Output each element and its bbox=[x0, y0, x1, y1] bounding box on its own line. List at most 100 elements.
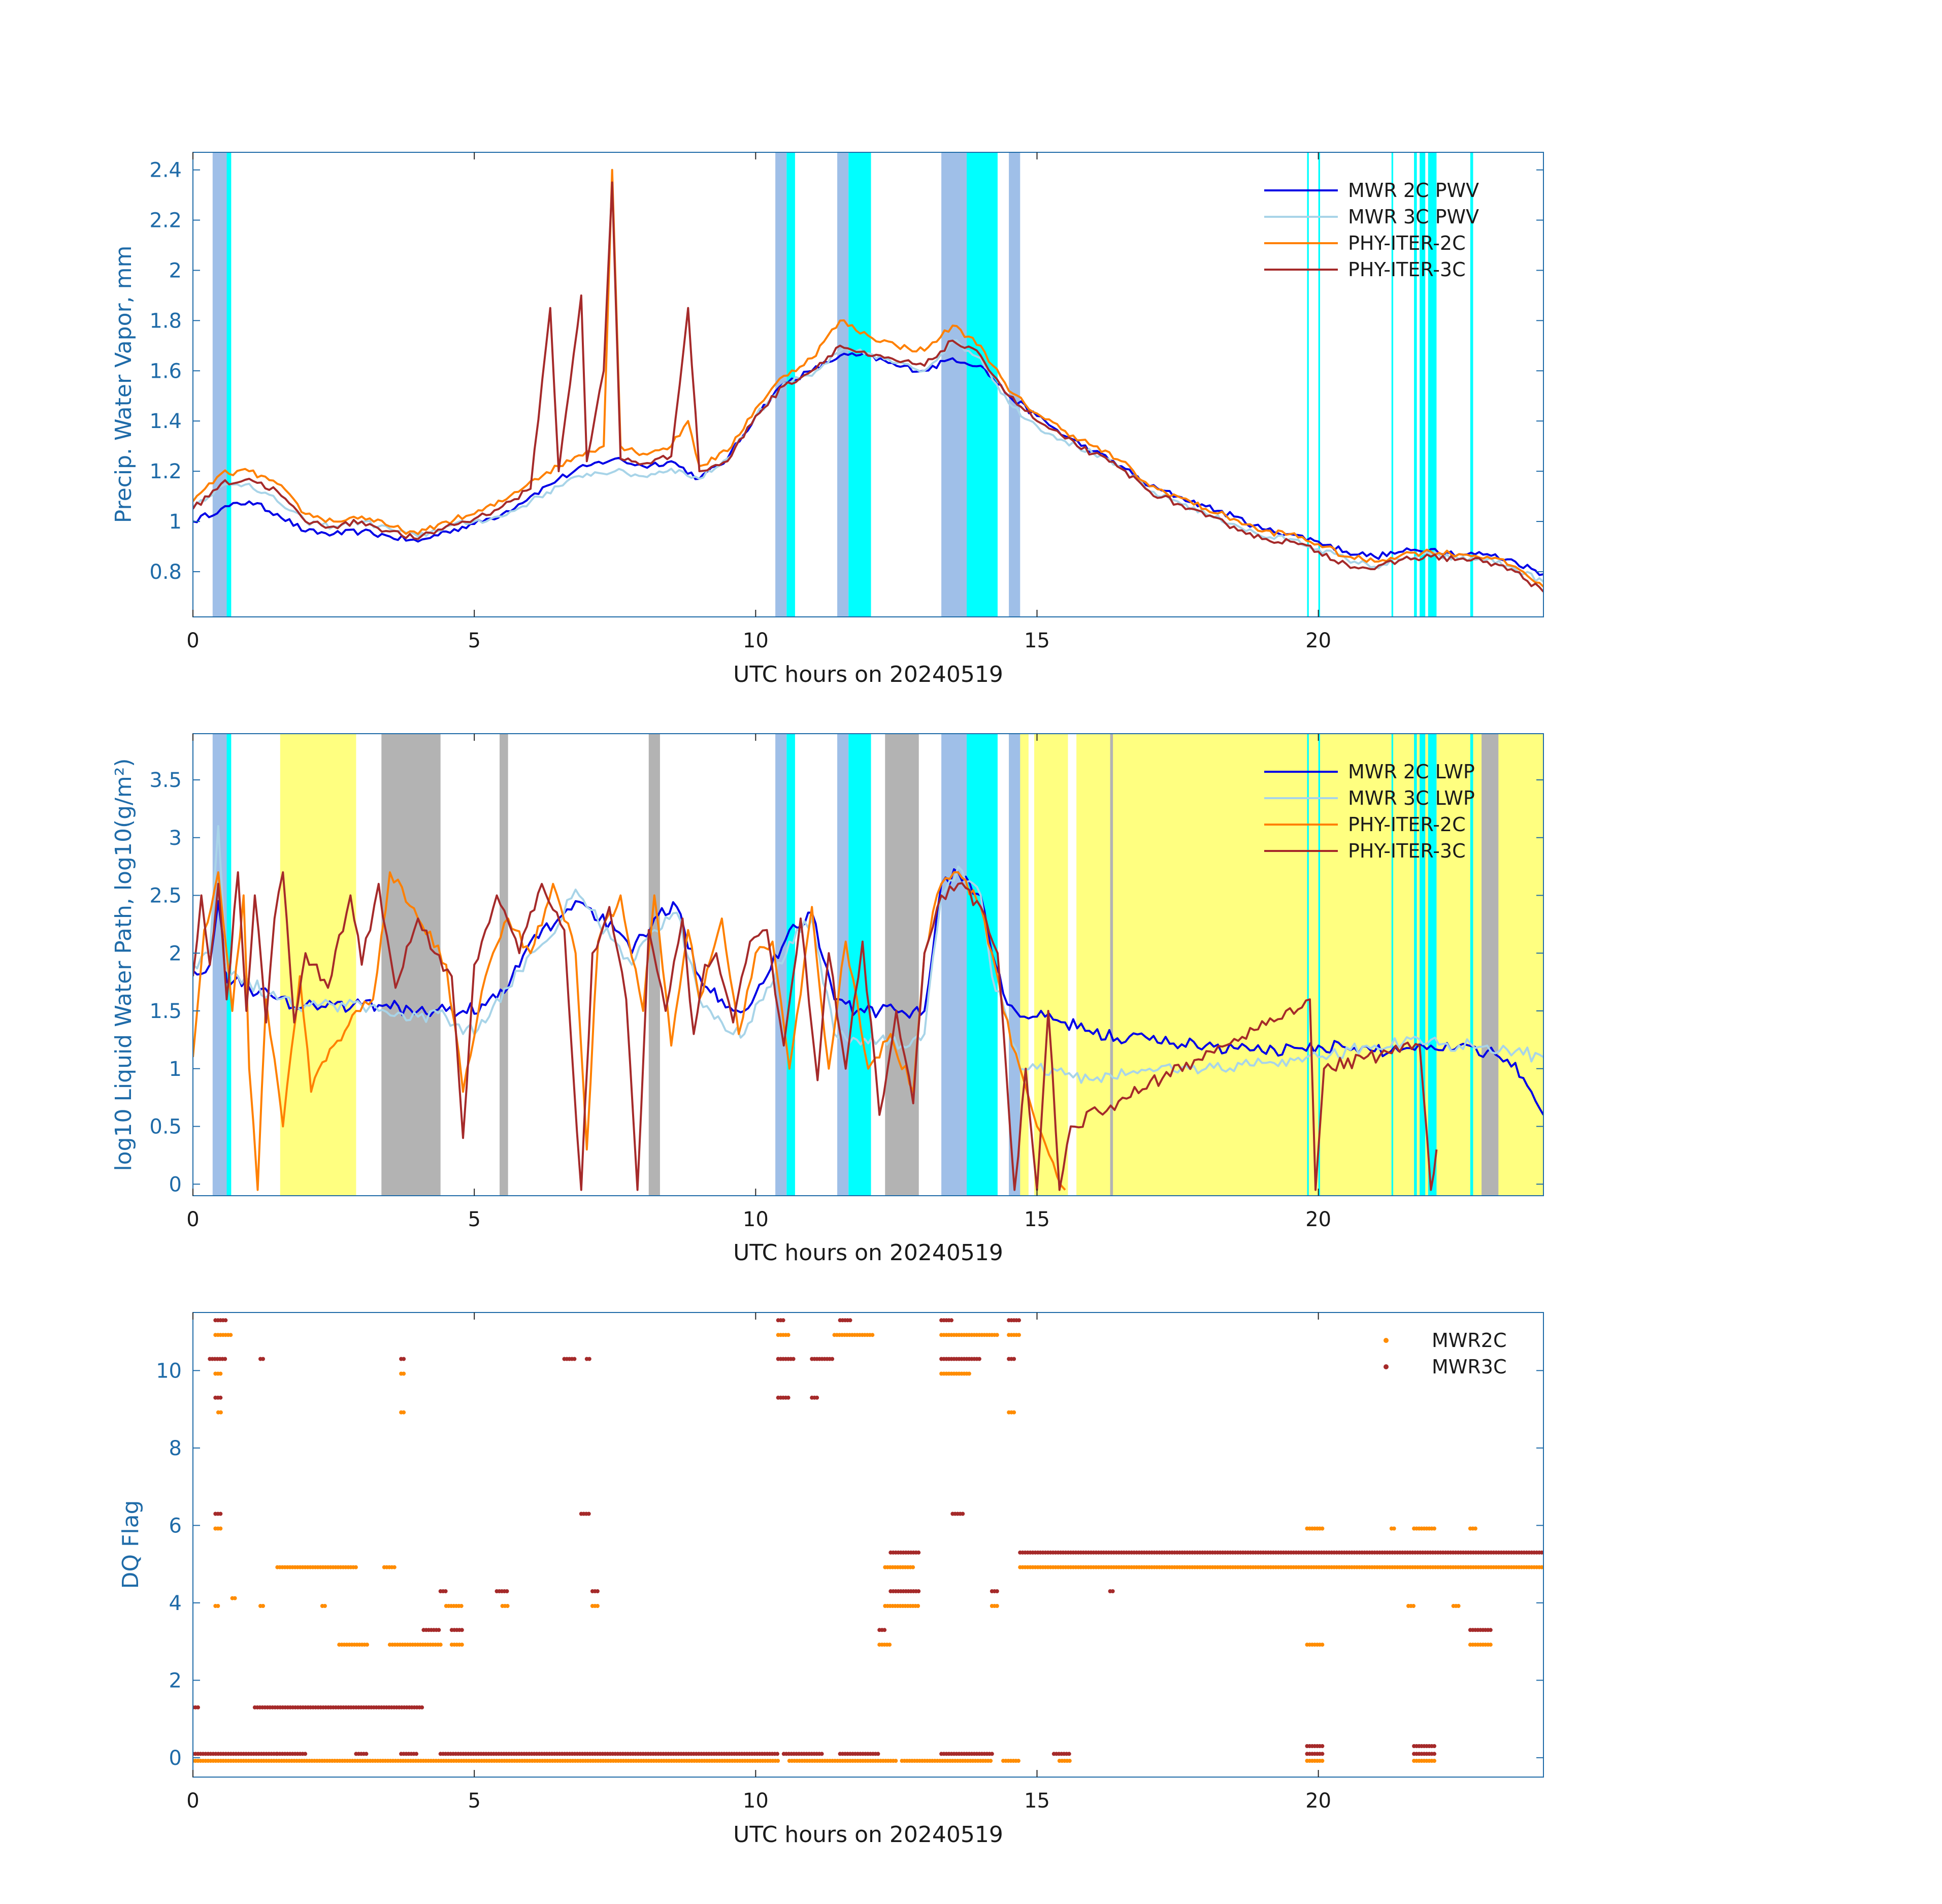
x-tick-label: 0 bbox=[186, 1208, 199, 1231]
dq-point bbox=[916, 1604, 920, 1608]
cyan-flag-span bbox=[226, 734, 232, 1196]
y-tick-label: 10 bbox=[156, 1359, 182, 1383]
x-tick-label: 5 bbox=[468, 1208, 480, 1231]
cyan-flag-span bbox=[226, 152, 232, 617]
dq-point bbox=[1320, 1526, 1325, 1531]
lwp-axes-box bbox=[192, 733, 1544, 1196]
cyan-flag-span bbox=[1428, 734, 1437, 1196]
dq-point bbox=[791, 1357, 796, 1361]
dq-point bbox=[365, 1643, 369, 1647]
x-tick-label: 5 bbox=[468, 1789, 480, 1813]
dq-point bbox=[437, 1628, 441, 1632]
dq-point bbox=[949, 1318, 953, 1323]
dq-point bbox=[261, 1604, 265, 1608]
dq-point bbox=[995, 1604, 999, 1608]
y-tick-label: 0.5 bbox=[149, 1115, 182, 1139]
cyan-flag-span bbox=[1307, 152, 1309, 617]
yellow-flag-span bbox=[1034, 734, 1068, 1196]
pwv-panel: 0 5 10 15 20 0.8 1 1.2 1.4 1.6 1.8 2 2.2 2.4 UTC hou… bbox=[111, 152, 1544, 687]
dq-point bbox=[1320, 1744, 1325, 1748]
x-tick-label: 10 bbox=[743, 1208, 769, 1231]
dq-point bbox=[961, 1512, 965, 1516]
cyan-flag-span bbox=[966, 152, 998, 617]
lwp-flag-spans bbox=[212, 734, 1543, 1196]
dq-point bbox=[1067, 1752, 1071, 1756]
y-tick-label: 1.5 bbox=[149, 1000, 182, 1023]
cyan-flag-span bbox=[1420, 152, 1426, 617]
x-tick-label: 20 bbox=[1305, 1789, 1331, 1813]
dq-x-ticks: 0 5 10 15 20 bbox=[186, 1312, 1331, 1813]
cyan-flag-span bbox=[786, 152, 795, 617]
series-line-4 bbox=[193, 181, 1543, 593]
gray-flag-span bbox=[885, 734, 919, 1196]
dq-point bbox=[894, 1759, 898, 1763]
dq-point bbox=[848, 1318, 852, 1323]
lightblue-flag-span bbox=[941, 734, 967, 1196]
x-tick-label: 20 bbox=[1305, 1208, 1331, 1231]
y-tick-label: 2 bbox=[169, 1669, 182, 1692]
dq-point bbox=[967, 1371, 971, 1376]
legend-swatch bbox=[1384, 1338, 1389, 1343]
lwp-series bbox=[193, 825, 1543, 1191]
dq-point bbox=[459, 1604, 464, 1608]
dq-point bbox=[1320, 1643, 1325, 1647]
dq-point bbox=[1473, 1526, 1477, 1531]
dq-point bbox=[505, 1589, 509, 1593]
y-tick-label: 1.8 bbox=[149, 309, 182, 333]
dq-point bbox=[916, 1550, 921, 1555]
dq-point bbox=[1012, 1410, 1016, 1415]
yellow-flag-span bbox=[280, 734, 356, 1196]
dq-legend: MWR2C MWR3C bbox=[1384, 1329, 1506, 1378]
cyan-flag-span bbox=[1318, 734, 1320, 1196]
dq-point bbox=[1392, 1526, 1396, 1531]
dq-point bbox=[819, 1752, 824, 1756]
legend-label: MWR2C bbox=[1432, 1329, 1506, 1352]
y-tick-label: 0 bbox=[169, 1747, 182, 1770]
dq-point bbox=[595, 1589, 600, 1593]
dq-point bbox=[586, 1512, 591, 1516]
gray-flag-span bbox=[648, 734, 660, 1196]
dq-point bbox=[218, 1395, 223, 1400]
dq-point bbox=[1110, 1589, 1115, 1593]
dq-point bbox=[1320, 1752, 1325, 1756]
lwp-legend: MWR 2C LWP MWR 3C LWP PHY-ITER-2C PHY-ITER-… bbox=[1264, 761, 1475, 862]
dq-point bbox=[786, 1395, 791, 1400]
x-tick-label: 10 bbox=[743, 1789, 769, 1813]
dq-point bbox=[223, 1357, 227, 1361]
lwp-ylabel: log10 Liquid Water Path, log10(g/m²) bbox=[111, 758, 137, 1171]
cyan-flag-span bbox=[848, 152, 871, 617]
lwp-panel: 0 5 10 15 20 0 0.5 1 1.5 2 2.5 3 3.5 UTC hours on 2… bbox=[111, 733, 1544, 1266]
dq-point bbox=[233, 1596, 237, 1600]
cyan-flag-span bbox=[1420, 734, 1426, 1196]
dq-ylabel: DQ Flag bbox=[118, 1500, 144, 1589]
dq-point bbox=[1432, 1752, 1436, 1756]
pwv-legend: MWR 2C PWV MWR 3C PWV PHY-ITER-2C PHY-ITER-… bbox=[1264, 179, 1479, 281]
dq-point bbox=[228, 1333, 233, 1337]
dq-point bbox=[587, 1357, 591, 1361]
dq-point bbox=[572, 1357, 577, 1361]
y-tick-label: 6 bbox=[169, 1514, 182, 1537]
cyan-flag-span bbox=[1414, 152, 1417, 617]
dq-point bbox=[1017, 1333, 1021, 1337]
dq-point bbox=[989, 1759, 993, 1763]
lightblue-flag-span bbox=[837, 152, 849, 617]
legend-label: MWR 2C LWP bbox=[1348, 761, 1475, 783]
cyan-flag-span bbox=[1318, 152, 1320, 617]
lwp-y-ticks: 0 0.5 1 1.5 2 2.5 3 3.5 bbox=[149, 769, 1543, 1196]
y-tick-label: 2 bbox=[169, 942, 182, 965]
y-tick-label: 2.2 bbox=[149, 209, 182, 233]
legend-label: MWR 2C PWV bbox=[1348, 179, 1479, 202]
dq-point bbox=[196, 1705, 200, 1710]
dq-point bbox=[911, 1565, 915, 1569]
dq-point bbox=[1432, 1526, 1436, 1531]
cyan-flag-span bbox=[966, 734, 998, 1196]
lightblue-flag-span bbox=[1009, 734, 1021, 1196]
legend-label: PHY-ITER-2C bbox=[1348, 813, 1466, 836]
dq-point bbox=[1488, 1643, 1493, 1647]
dq-point bbox=[1539, 1565, 1543, 1569]
dq-point bbox=[364, 1752, 369, 1756]
series-line-2 bbox=[193, 825, 1543, 1084]
dq-point bbox=[459, 1628, 464, 1632]
cyan-flag-span bbox=[1428, 152, 1437, 617]
cyan-flag-span bbox=[1470, 152, 1473, 617]
